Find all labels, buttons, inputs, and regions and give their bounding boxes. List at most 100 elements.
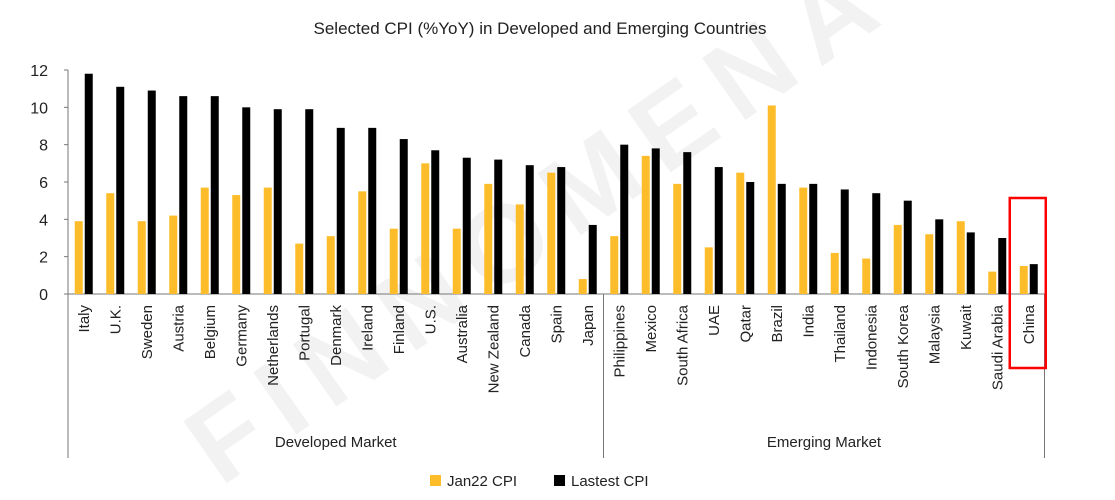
x-tick-label: UAE [706, 305, 723, 336]
bar-jan22-spain [547, 172, 556, 294]
bar-latest-south-africa [683, 152, 692, 294]
legend-swatch [430, 475, 441, 486]
bar-jan22-philippines [610, 236, 619, 294]
bar-jan22-uae [704, 247, 713, 294]
bar-latest-spain [557, 167, 566, 294]
group-label: Emerging Market [767, 434, 882, 451]
x-tick-label: U.S. [422, 305, 439, 334]
bar-jan22-sweden [137, 221, 146, 294]
bar-latest-italy [84, 73, 93, 294]
y-tick-label: 6 [39, 175, 48, 192]
x-tick-label: India [800, 304, 817, 337]
x-tick-label: Thailand [832, 305, 849, 363]
bar-jan22-qatar [736, 172, 745, 294]
x-tick-label: Germany [233, 305, 250, 367]
x-tick-label: Malaysia [926, 304, 943, 364]
x-tick-label: New Zealand [485, 305, 502, 393]
bar-jan22-australia [452, 228, 461, 294]
bar-jan22-south-africa [673, 183, 682, 294]
bar-latest-denmark [336, 127, 345, 294]
legend-label: Lastest CPI [571, 473, 649, 490]
bar-jan22-u-k- [106, 193, 115, 294]
x-tick-label: Sweden [139, 305, 156, 359]
bar-jan22-austria [169, 215, 178, 294]
x-tick-label: South Korea [895, 304, 912, 388]
bar-latest-india [809, 183, 818, 294]
bar-jan22-ireland [358, 191, 367, 294]
x-tick-label: Kuwait [958, 304, 975, 350]
bar-jan22-netherlands [263, 187, 272, 294]
bar-jan22-south-korea [893, 224, 902, 294]
y-tick-label: 10 [30, 100, 48, 117]
bar-latest-mexico [651, 148, 660, 294]
x-tick-label: Philippines [611, 305, 628, 378]
bar-latest-finland [399, 139, 408, 294]
bar-jan22-thailand [830, 252, 839, 294]
bar-jan22-mexico [641, 155, 650, 294]
bar-latest-uae [714, 167, 723, 294]
x-tick-label: Belgium [202, 305, 219, 359]
bar-jan22-denmark [326, 236, 335, 294]
bar-latest-malaysia [935, 219, 944, 294]
bar-jan22-saudi-arabia [988, 271, 997, 294]
x-tick-label: Finland [391, 305, 408, 354]
bar-latest-indonesia [872, 193, 881, 294]
x-tick-label: Australia [454, 304, 471, 363]
bar-latest-south-korea [903, 200, 912, 294]
bar-jan22-new-zealand [484, 183, 493, 294]
y-tick-label: 4 [39, 212, 48, 229]
bar-jan22-japan [578, 279, 587, 294]
x-tick-label: Spain [548, 305, 565, 343]
bar-jan22-belgium [200, 187, 209, 294]
bar-jan22-canada [515, 204, 524, 294]
y-tick-label: 8 [39, 138, 48, 155]
x-tick-label: Austria [170, 304, 187, 351]
bar-jan22-portugal [295, 243, 304, 294]
bar-jan22-indonesia [862, 258, 871, 294]
bar-latest-australia [462, 157, 471, 294]
bar-latest-kuwait [966, 232, 975, 294]
bar-jan22-brazil [767, 105, 776, 294]
x-tick-label: Italy [76, 305, 93, 333]
bar-latest-germany [242, 107, 251, 294]
bar-jan22-india [799, 187, 808, 294]
x-tick-label: China [1021, 304, 1038, 344]
legend: Jan22 CPI Lastest CPI [430, 473, 649, 490]
legend-swatch [554, 475, 565, 486]
x-tick-label: Netherlands [265, 305, 282, 386]
y-tick-label: 0 [39, 287, 48, 304]
x-tick-label: Japan [580, 305, 597, 346]
bar-latest-portugal [305, 109, 314, 294]
x-tick-label: Saudi Arabia [989, 304, 1006, 390]
bar-latest-u-k- [116, 86, 125, 294]
bar-latest-austria [179, 96, 188, 294]
bar-latest-japan [588, 224, 597, 294]
y-tick-label: 12 [30, 63, 48, 80]
bar-jan22-finland [389, 228, 398, 294]
y-tick-label: 2 [39, 250, 48, 267]
legend-label: Jan22 CPI [447, 473, 517, 490]
group-label: Developed Market [275, 434, 398, 451]
bar-latest-brazil [777, 183, 786, 294]
bar-jan22-u-s- [421, 163, 430, 294]
bar-jan22-kuwait [956, 221, 965, 294]
x-tick-label: South Africa [674, 304, 691, 386]
x-tick-label: Mexico [643, 305, 660, 353]
bar-latest-saudi-arabia [998, 238, 1007, 294]
bar-jan22-germany [232, 195, 241, 294]
x-tick-label: Denmark [328, 305, 345, 366]
bar-latest-canada [525, 165, 534, 294]
x-labels: Italy U.K. Sweden Austria Belgium Germany Neth… [76, 304, 1038, 393]
bar-latest-new-zealand [494, 159, 503, 294]
axes: 0 2 4 6 8 10 12 Developed Market Emerging Market [30, 63, 1045, 458]
bar-latest-ireland [368, 127, 377, 294]
bar-jan22-italy [74, 221, 83, 294]
bar-jan22-malaysia [925, 234, 934, 294]
x-tick-label: Indonesia [863, 304, 880, 370]
x-tick-label: U.K. [107, 305, 124, 334]
highlight-box [1008, 196, 1047, 370]
bar-latest-thailand [840, 189, 849, 294]
bar-latest-china [1029, 264, 1038, 294]
x-tick-label: Ireland [359, 305, 376, 351]
